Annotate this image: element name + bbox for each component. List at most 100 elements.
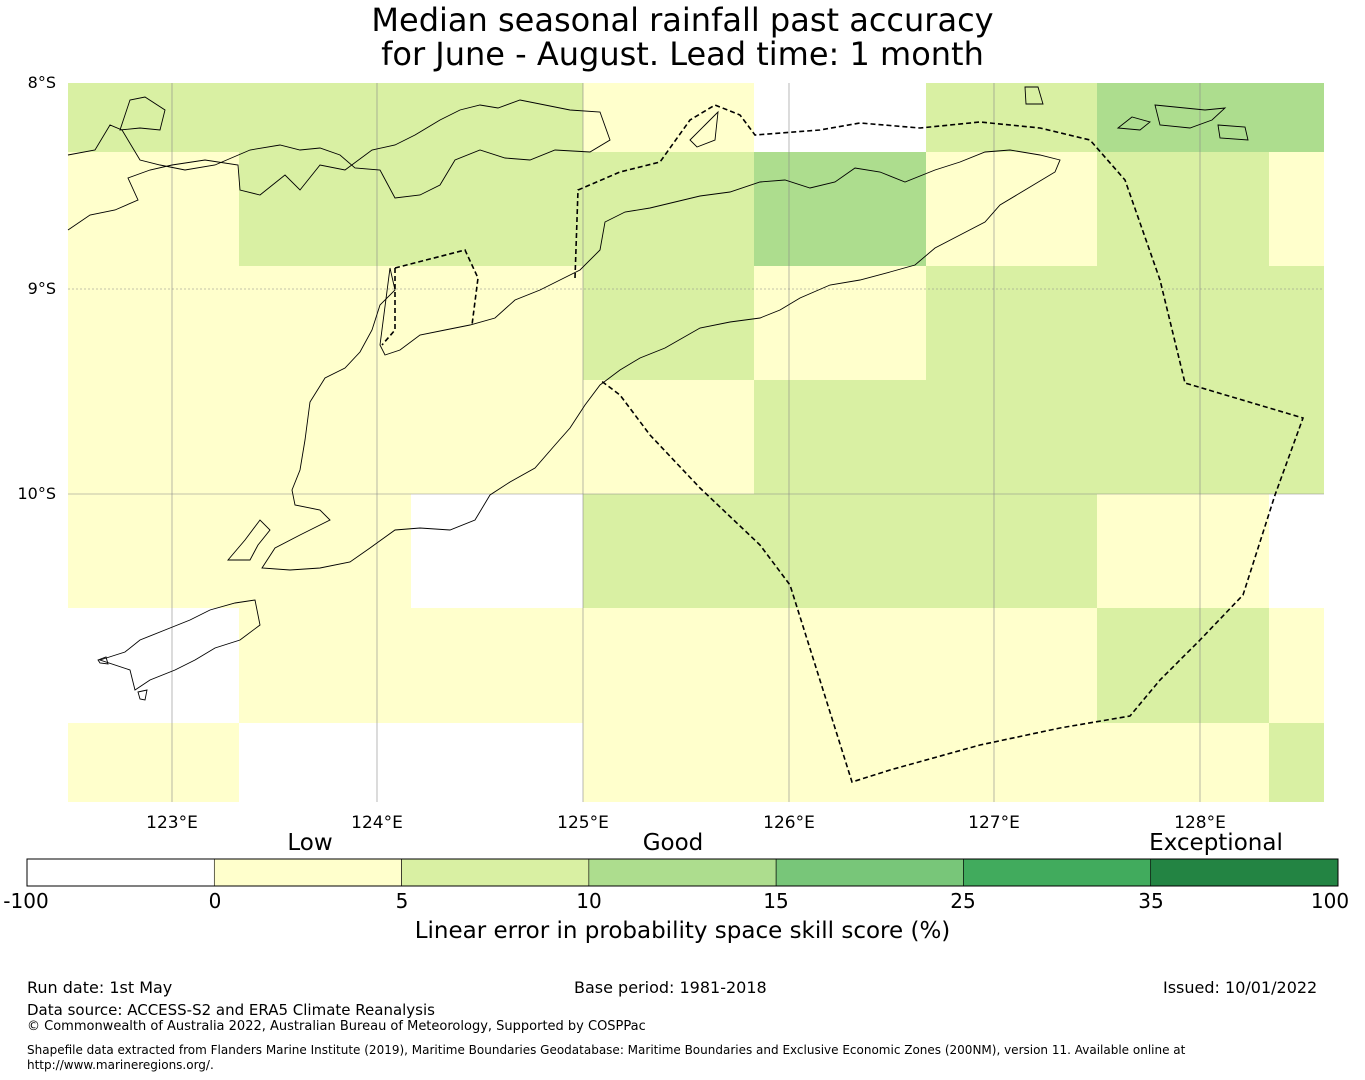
base-period: Base period: 1981-2018 xyxy=(574,978,767,997)
grid-cell xyxy=(68,723,239,802)
lon-label-127e: 127°E xyxy=(968,813,1020,833)
category-good: Good xyxy=(642,830,704,856)
atauro-coast xyxy=(689,110,719,148)
grid-cell xyxy=(926,723,1097,802)
data-source: Data source: ACCESS-S2 and ERA5 Climate … xyxy=(27,1001,435,1019)
grid-cell xyxy=(583,380,754,494)
grid-cell xyxy=(1269,266,1324,380)
grid-cell xyxy=(68,608,239,723)
grid-cell xyxy=(239,266,411,380)
grid-cell xyxy=(1269,608,1324,723)
grid-cell xyxy=(1097,266,1269,380)
alor-coast xyxy=(119,96,166,131)
grid-cell xyxy=(1269,723,1324,802)
grid-cell xyxy=(411,608,583,723)
shapefile-credit-line-1: Shapefile data extracted from Flanders M… xyxy=(27,1043,1186,1057)
eez-boundary-north xyxy=(574,104,1305,784)
grid-cell xyxy=(754,152,926,266)
lon-label-128e: 128°E xyxy=(1174,813,1226,833)
colorbar-tick-neg100: -100 xyxy=(3,889,49,913)
colorbar-tick-5: 5 xyxy=(395,889,409,913)
grid-cell xyxy=(1097,494,1269,608)
issued-date: Issued: 10/01/2022 xyxy=(1163,978,1318,997)
category-low: Low xyxy=(287,830,333,856)
grid-cell xyxy=(754,494,926,608)
grid-cell xyxy=(68,152,239,266)
grid-cell xyxy=(1097,83,1269,152)
grid-cell xyxy=(1269,494,1324,608)
grid-cell xyxy=(68,380,239,494)
shapefile-credit-line-2: http://www.marineregions.org/. xyxy=(27,1058,214,1072)
chart-title-line-2: for June - August. Lead time: 1 month xyxy=(381,35,984,73)
colorbar-tick-25: 25 xyxy=(950,889,976,913)
grid-cell xyxy=(583,152,754,266)
lon-label-123e: 123°E xyxy=(146,813,198,833)
chart-title-line-1: Median seasonal rainfall past accuracy xyxy=(371,1,994,39)
graticule xyxy=(68,83,1324,802)
grid-cell xyxy=(583,494,754,608)
grid-cell xyxy=(411,266,583,380)
grid-cell xyxy=(239,152,411,266)
copyright: © Commonwealth of Australia 2022, Austra… xyxy=(27,1019,646,1034)
lat-label-9s: 9°S xyxy=(27,279,56,298)
small-island-3 xyxy=(1217,124,1249,141)
grid-cell xyxy=(68,266,239,380)
lon-label-126e: 126°E xyxy=(763,813,815,833)
grid-cell xyxy=(411,83,583,152)
grid-cell xyxy=(1097,380,1269,494)
grid-cell xyxy=(239,380,411,494)
grid-cell xyxy=(754,266,926,380)
grid-cell xyxy=(239,723,411,802)
lat-label-10s: 10°S xyxy=(17,484,56,503)
grid-cell xyxy=(754,380,926,494)
grid-cell xyxy=(411,380,583,494)
grid-cell xyxy=(1269,83,1324,152)
sawu-coast xyxy=(98,599,261,691)
colorbar-tick-15: 15 xyxy=(763,889,789,913)
rote-coast xyxy=(227,519,271,561)
grid-cell xyxy=(926,380,1097,494)
small-island-1 xyxy=(1024,86,1044,105)
grid-cell xyxy=(926,608,1097,723)
flores-coast xyxy=(67,99,611,231)
grid-cell xyxy=(1097,152,1269,266)
grid-cell xyxy=(411,494,583,608)
grid-cell xyxy=(411,152,583,266)
grid-cell xyxy=(239,494,411,608)
grid-cell xyxy=(1097,723,1269,802)
coastlines xyxy=(67,86,1249,701)
lat-label-8s: 8°S xyxy=(27,73,56,92)
timor-coast xyxy=(261,149,1061,571)
colorbar-tick-10: 10 xyxy=(576,889,602,913)
grid-cell xyxy=(583,608,754,723)
run-date: Run date: 1st May xyxy=(27,978,173,997)
colorbar-tick-0: 0 xyxy=(208,889,222,913)
grid-cell xyxy=(68,494,239,608)
lon-label-125e: 125°E xyxy=(557,813,609,833)
grid-cell xyxy=(1097,608,1269,723)
grid-cell xyxy=(754,723,926,802)
small-island-5 xyxy=(97,656,109,665)
grid-cell xyxy=(754,608,926,723)
small-island-4 xyxy=(137,689,148,701)
lon-label-124e: 124°E xyxy=(351,813,403,833)
wetar-coast xyxy=(1154,104,1227,129)
grid-cell xyxy=(239,608,411,723)
colorbar-tick-100: 100 xyxy=(1310,889,1350,913)
grid-cell xyxy=(411,723,583,802)
colorbar-tick-35: 35 xyxy=(1138,889,1164,913)
colorbar-label: Linear error in probability space skill … xyxy=(414,918,951,944)
grid-cell xyxy=(1269,380,1324,494)
grid-cell xyxy=(926,494,1097,608)
grid-cell xyxy=(583,83,754,152)
grid-cell xyxy=(1269,152,1324,266)
eez-boundary-oecusse xyxy=(381,249,479,346)
grid-cell xyxy=(926,266,1097,380)
grid-cell xyxy=(926,83,1097,152)
small-island-2 xyxy=(1116,116,1151,131)
grid-cell xyxy=(926,152,1097,266)
eez-boundaries xyxy=(381,104,1305,784)
skill-grid xyxy=(68,83,1324,802)
grid-cell xyxy=(68,83,239,152)
